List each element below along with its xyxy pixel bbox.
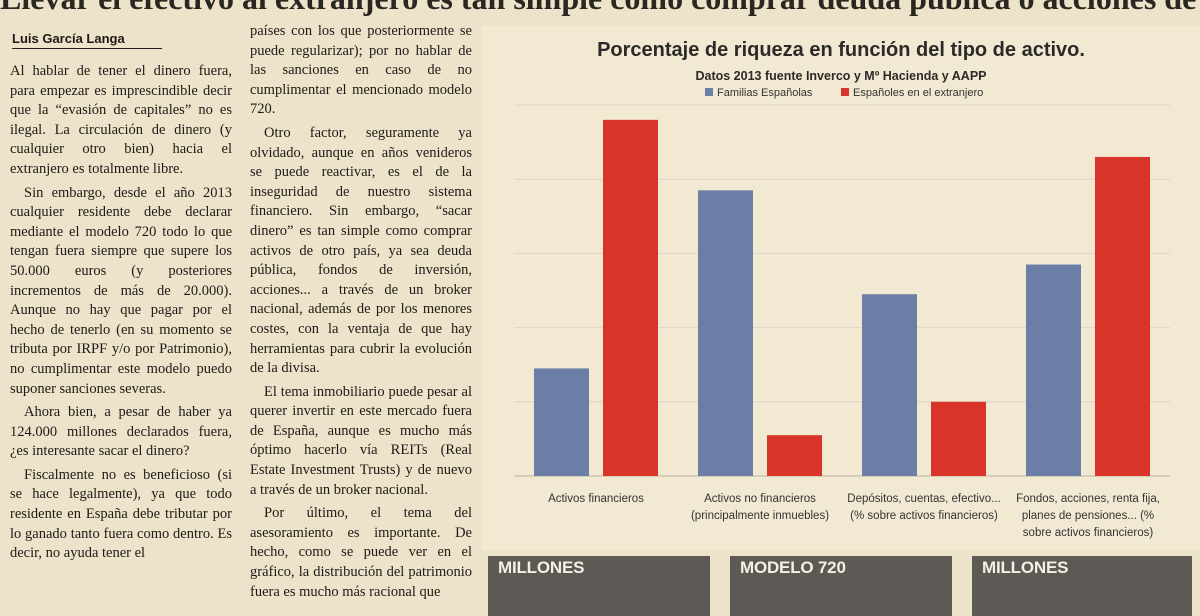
stat-box: MILLONES bbox=[972, 556, 1192, 616]
stat-boxes: MILLONES MODELO 720 MILLONES bbox=[482, 556, 1200, 616]
chart-plot: Activos financieros Activos no financiero… bbox=[514, 104, 1170, 539]
bar bbox=[767, 435, 822, 476]
article-column-2: países con los que posteriormente se pue… bbox=[250, 22, 472, 606]
stat-box: MILLONES bbox=[488, 556, 710, 616]
category-label: (principalmente inmuebles) bbox=[691, 510, 829, 522]
bar bbox=[534, 368, 589, 476]
category-label: sobre activos financieros) bbox=[1023, 527, 1154, 539]
category-label: Fondos, acciones, renta fija, bbox=[1016, 493, 1160, 505]
paragraph: Al hablar de tener el dinero fuera, para… bbox=[10, 63, 232, 177]
paragraph: Ahora bien, a pesar de haber ya 124.000 … bbox=[10, 404, 232, 460]
paragraph: Otro factor, seguramente ya olvidado, au… bbox=[250, 124, 472, 377]
chart-subtitle: Datos 2013 fuente Inverco y Mº Hacienda … bbox=[695, 69, 987, 83]
bar bbox=[1026, 264, 1081, 476]
legend-label: Españoles en el extranjero bbox=[853, 87, 984, 99]
category-label: Activos no financieros bbox=[704, 493, 816, 505]
stat-box: MODELO 720 bbox=[730, 556, 952, 616]
chart-title: Porcentaje de riqueza en función del tip… bbox=[597, 39, 1085, 61]
paragraph: países con los que posteriormente se pue… bbox=[250, 23, 472, 118]
category-label: Activos financieros bbox=[548, 493, 644, 505]
article-column-1: Al hablar de tener el dinero fuera, para… bbox=[10, 62, 232, 568]
legend-swatch bbox=[841, 88, 849, 96]
stat-box-label: MODELO 720 bbox=[740, 558, 846, 577]
legend-label: Familias Españolas bbox=[717, 87, 813, 99]
headline: Llevar el efectivo al extranjero es tan … bbox=[0, 0, 1200, 16]
bar bbox=[931, 401, 986, 476]
legend-swatch bbox=[705, 88, 713, 96]
category-label: Depósitos, cuentas, efectivo... bbox=[847, 493, 1000, 505]
paragraph: El tema inmobiliario puede pesar al quer… bbox=[250, 383, 472, 498]
category-label: planes de pensiones... (% bbox=[1022, 510, 1154, 522]
legend-item-familias: Familias Españolas bbox=[705, 87, 812, 99]
bar bbox=[603, 119, 658, 476]
bar bbox=[862, 294, 917, 476]
stat-box-label: MILLONES bbox=[982, 558, 1069, 577]
legend-item-extranjero: Españoles en el extranjero bbox=[841, 87, 983, 99]
author-byline: Luis García Langa bbox=[12, 31, 162, 49]
bar bbox=[1095, 156, 1150, 476]
paragraph: Fiscalmente no es beneficioso (si se hac… bbox=[10, 466, 232, 562]
category-label: (% sobre activos financieros) bbox=[850, 510, 998, 522]
bar bbox=[698, 190, 753, 476]
stat-box-label: MILLONES bbox=[498, 558, 585, 577]
paragraph: Por último, el tema del asesoramiento es… bbox=[250, 505, 472, 600]
paragraph: Sin embargo, desde el año 2013 cualquier… bbox=[10, 184, 232, 397]
bar-chart: Porcentaje de riqueza en función del tip… bbox=[482, 26, 1200, 550]
